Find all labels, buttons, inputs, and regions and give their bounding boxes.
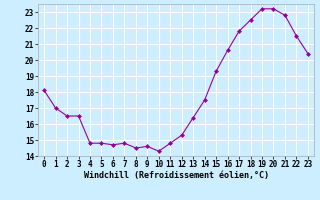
X-axis label: Windchill (Refroidissement éolien,°C): Windchill (Refroidissement éolien,°C) <box>84 171 268 180</box>
